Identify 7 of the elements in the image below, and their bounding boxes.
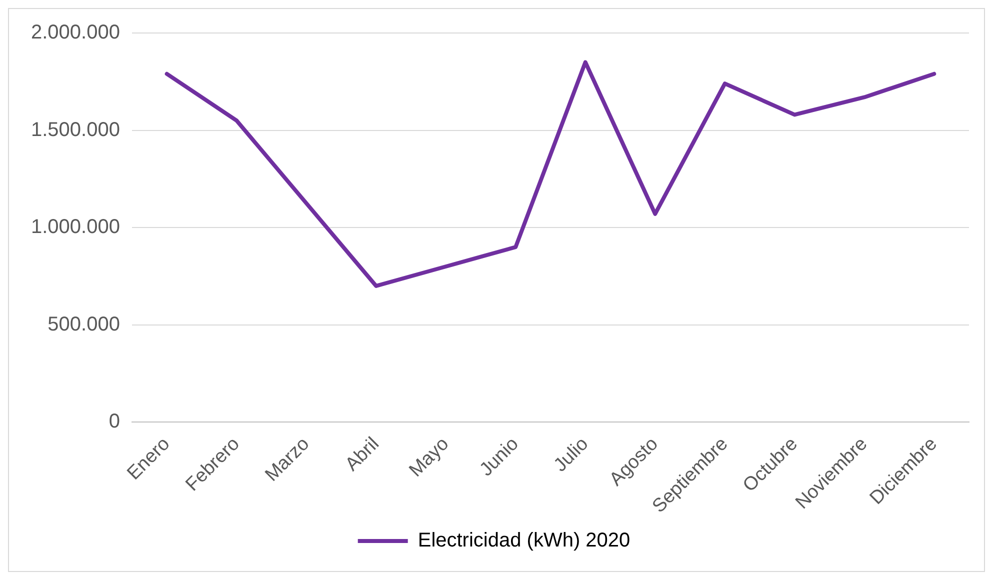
y-tick-label: 1.000.000 (30, 216, 120, 238)
legend-label: Electricidad (kWh) 2020 (418, 530, 630, 552)
y-tick-label: 1.500.000 (30, 118, 120, 141)
y-tick-label: 500.000 (48, 313, 120, 336)
x-tick-label: Julio (550, 434, 593, 476)
y-tick-label: 0 (108, 410, 120, 433)
y-tick-label: 2.000.000 (30, 22, 120, 44)
